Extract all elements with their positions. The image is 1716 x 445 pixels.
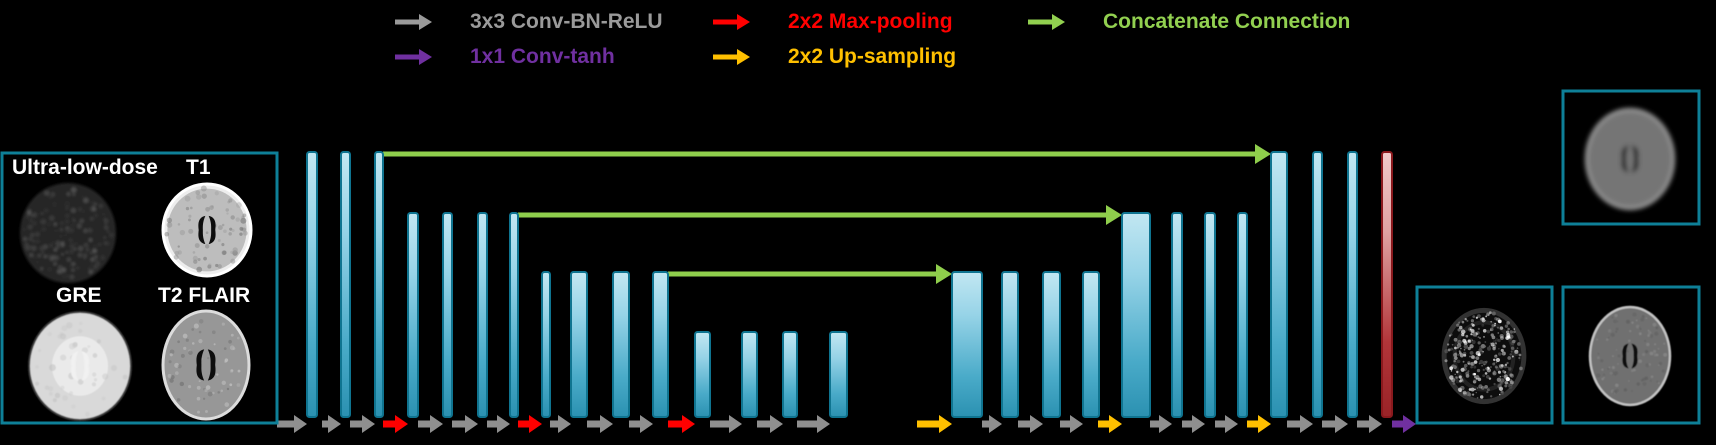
feature-map-bar xyxy=(829,331,848,418)
output-layer-bar xyxy=(1381,151,1393,418)
feature-map-bar xyxy=(951,271,983,418)
conv-arrow xyxy=(797,415,830,433)
denoised-output-box xyxy=(1561,89,1701,226)
maxpool-arrow xyxy=(518,415,542,433)
conv-arrow xyxy=(710,415,742,433)
feature-map-bar xyxy=(374,151,384,418)
feature-map-bar xyxy=(694,331,711,418)
input-images-box xyxy=(0,151,279,425)
conv-arrow xyxy=(277,415,307,433)
conv-tanh-arrow-icon xyxy=(395,49,432,65)
upsample-arrow xyxy=(1247,415,1271,433)
conv-arrow xyxy=(1357,415,1382,433)
conv-arrow xyxy=(487,415,510,433)
feature-map-bar xyxy=(1237,212,1248,418)
feature-map-bar xyxy=(541,271,551,418)
brain-image-gre xyxy=(28,311,132,421)
feature-map-bar xyxy=(407,212,419,418)
feature-map-bar xyxy=(306,151,318,418)
conv-arrow xyxy=(629,415,653,433)
conv-arrow xyxy=(1182,415,1205,433)
legend-item-maxpool: 2x2 Max-pooling xyxy=(713,7,953,37)
input-label-t2-flair: T2 FLAIR xyxy=(158,284,251,307)
legend-item-upsample: 2x2 Up-sampling xyxy=(713,42,956,72)
maxpool-arrow xyxy=(668,415,695,433)
legend-label-conv: 3x3 Conv-BN-ReLU xyxy=(470,10,663,33)
feature-map-bar xyxy=(1001,271,1019,418)
feature-map-bar xyxy=(1347,151,1358,418)
conv-arrow xyxy=(350,415,375,433)
feature-map-bar xyxy=(477,212,488,418)
brain-image-noise xyxy=(1441,307,1527,405)
maxpool-arrow xyxy=(383,415,408,433)
brain-image-t1 xyxy=(161,182,253,278)
brain-image-uld xyxy=(20,183,116,283)
maxpool-arrow-icon xyxy=(713,14,750,30)
conv-arrow xyxy=(1150,415,1172,433)
skip-connection-arrow xyxy=(518,205,1122,225)
legend-label-concat: Concatenate Connection xyxy=(1103,10,1351,33)
conv-arrow xyxy=(587,415,613,433)
conv-arrow xyxy=(322,415,341,433)
conv-arrow xyxy=(1060,415,1083,433)
noise-map-box xyxy=(1415,285,1554,425)
legend-label-upsample: 2x2 Up-sampling xyxy=(788,45,957,68)
feature-map-bar xyxy=(570,271,588,418)
feature-map-bar xyxy=(782,331,798,418)
feature-map-bar xyxy=(1171,212,1183,418)
feature-map-bar xyxy=(652,271,669,418)
input-label-gre: GRE xyxy=(56,284,102,307)
brain-image-denoised xyxy=(1585,108,1675,210)
conv-arrow xyxy=(1287,415,1313,433)
feature-map-bar xyxy=(1121,212,1151,418)
brain-image-flair xyxy=(161,309,251,421)
concat-arrow-icon xyxy=(1028,14,1065,30)
conv-arrow xyxy=(1018,415,1043,433)
input-label-t1: T1 xyxy=(186,156,211,179)
conv-arrow xyxy=(1215,415,1238,433)
feature-map-bar xyxy=(509,212,519,418)
conv-tanh-arrow xyxy=(1392,415,1416,433)
legend-label-conv-tanh: 1x1 Conv-tanh xyxy=(470,45,615,68)
feature-map-bar xyxy=(1270,151,1288,418)
skip-connection-arrow xyxy=(383,144,1271,164)
feature-map-bar xyxy=(741,331,758,418)
upsample-arrow-icon xyxy=(713,49,750,65)
upsample-arrow xyxy=(917,415,952,433)
conv-arrow xyxy=(757,415,783,433)
legend-item-conv-tanh: 1x1 Conv-tanh xyxy=(395,42,615,72)
feature-map-bar xyxy=(1082,271,1100,418)
feature-map-bar xyxy=(1204,212,1216,418)
conv-arrow xyxy=(1322,415,1348,433)
feature-map-bar xyxy=(442,212,453,418)
skip-connection-arrow xyxy=(668,264,952,284)
conv-arrow xyxy=(418,415,443,433)
upsample-arrow xyxy=(1098,415,1122,433)
feature-map-bar xyxy=(340,151,351,418)
legend-label-maxpool: 2x2 Max-pooling xyxy=(788,10,953,33)
conv-arrow xyxy=(452,415,478,433)
legend-item-concat: Concatenate Connection xyxy=(1028,7,1350,37)
conv-arrow xyxy=(550,415,571,433)
brain-image-result xyxy=(1588,305,1672,407)
legend-item-conv: 3x3 Conv-BN-ReLU xyxy=(395,7,663,37)
feature-map-bar xyxy=(1312,151,1323,418)
conv-arrow-icon xyxy=(395,14,432,30)
final-output-box xyxy=(1561,285,1701,425)
input-label-ultra-low-dose: Ultra-low-dose xyxy=(12,156,158,179)
feature-map-bar xyxy=(1042,271,1061,418)
conv-arrow xyxy=(982,415,1002,433)
feature-map-bar xyxy=(612,271,630,418)
